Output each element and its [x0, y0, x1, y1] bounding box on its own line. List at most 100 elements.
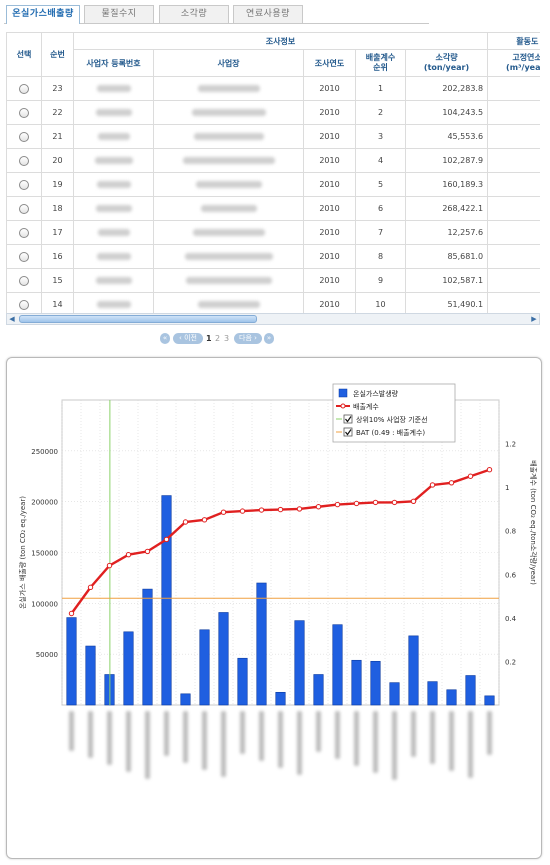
page-number-3[interactable]: 3 [224, 334, 230, 343]
bar-19 [408, 635, 419, 706]
table-row[interactable]: 14 2010 10 51,490.1 [6, 292, 540, 313]
row-radio[interactable] [19, 179, 29, 190]
emission-factor-point-11 [258, 507, 265, 513]
redacted-text [200, 205, 257, 212]
row-incineration: 102,287.9 [404, 148, 489, 173]
tab-fuel-usage[interactable]: 연료사용량 [233, 5, 303, 23]
next-page-button[interactable]: 다음 › [234, 333, 262, 344]
y-right-tick-label: 0.8 [505, 528, 516, 536]
emission-factor-point-5 [144, 548, 151, 555]
next-label: 다음 [239, 334, 252, 342]
bar-9 [218, 612, 229, 706]
row-select-cell[interactable] [6, 76, 42, 101]
page-number-1[interactable]: 1 [206, 334, 212, 343]
redacted-text [197, 301, 260, 308]
redacted-text [96, 253, 131, 260]
row-incineration: 12,257.6 [404, 220, 489, 245]
row-select-cell[interactable] [6, 292, 42, 313]
row-rank: 9 [355, 268, 406, 293]
row-fixed-combustion: 4 [487, 100, 540, 125]
row-rank: 8 [355, 244, 406, 269]
row-select-cell[interactable] [6, 172, 42, 197]
row-select-cell[interactable] [6, 148, 42, 173]
bar-4 [123, 631, 134, 706]
scroll-left-icon[interactable]: ◀ [9, 315, 15, 323]
scroll-right-icon[interactable]: ▶ [531, 315, 537, 323]
last-page-icon[interactable]: » [264, 333, 274, 344]
redacted-text [197, 85, 260, 92]
legend-checkbox[interactable] [343, 414, 353, 424]
redacted-text [191, 109, 266, 116]
bar-21 [446, 689, 457, 706]
category-label-redacted [297, 711, 302, 775]
category-label-redacted [221, 711, 226, 777]
horizontal-scrollbar[interactable]: ◀ ▶ [6, 313, 540, 325]
row-radio[interactable] [19, 155, 29, 166]
row-biz-reg-no [73, 172, 154, 197]
category-label-redacted [164, 711, 169, 756]
col-seq: 순번 [41, 32, 74, 77]
row-rank: 4 [355, 148, 406, 173]
row-select-cell[interactable] [6, 124, 42, 149]
emission-factor-point-9 [220, 509, 227, 515]
tab-emissions[interactable]: 온실가스배출량 [6, 5, 80, 24]
row-seq: 22 [41, 100, 74, 125]
emission-factor-point-10 [239, 508, 246, 514]
category-label-redacted [240, 711, 245, 754]
y-right-tick-label: 0.4 [505, 615, 517, 623]
row-incineration: 268,422.1 [404, 196, 489, 221]
row-fixed-combustion: 2,5 [487, 172, 540, 197]
row-fixed-combustion [487, 292, 540, 313]
first-page-icon[interactable]: « [160, 333, 170, 344]
legend-label-3[interactable]: 상위10% 사업장 기준선 [356, 415, 428, 424]
tab-material-balance[interactable]: 물질수지 [84, 5, 154, 23]
emission-factor-point-21 [448, 480, 455, 486]
row-select-cell[interactable] [6, 220, 42, 245]
row-radio[interactable] [19, 251, 29, 262]
emission-factor-point-20 [429, 482, 436, 488]
legend-checkbox[interactable] [343, 427, 353, 437]
y-right-axis-label: 배출계수 (ton CO₂ eq./ton소각량/year) [529, 460, 538, 585]
scrollbar-thumb[interactable] [19, 315, 257, 323]
row-biz-reg-no [73, 148, 154, 173]
row-biz-reg-no [73, 100, 154, 125]
row-biz-reg-no [73, 244, 154, 269]
row-incineration: 102,587.1 [404, 268, 489, 293]
row-radio[interactable] [19, 83, 29, 94]
y-left-tick-label: 50000 [36, 651, 58, 659]
row-biz-reg-no [73, 292, 154, 313]
row-site [153, 220, 304, 245]
row-select-cell[interactable] [6, 244, 42, 269]
row-radio[interactable] [19, 299, 29, 310]
category-label-redacted [430, 711, 435, 764]
row-radio[interactable] [19, 131, 29, 142]
tab-incineration[interactable]: 소각량 [159, 5, 229, 23]
row-site [153, 196, 304, 221]
emission-factor-point-14 [315, 504, 322, 510]
page-number-2[interactable]: 2 [215, 334, 221, 343]
row-fixed-combustion: 2,4 [487, 76, 540, 101]
prev-page-button[interactable]: ‹ 이전 [173, 333, 203, 344]
row-radio[interactable] [19, 203, 29, 214]
row-site [153, 292, 304, 313]
row-radio[interactable] [19, 107, 29, 118]
row-radio[interactable] [19, 227, 29, 238]
row-select-cell[interactable] [6, 268, 42, 293]
redacted-text [182, 157, 275, 164]
row-radio[interactable] [19, 275, 29, 286]
legend-label-4[interactable]: BAT (0.49 : 배출계수) [356, 428, 425, 437]
redacted-text [184, 253, 273, 260]
row-select-cell[interactable] [6, 196, 42, 221]
redacted-text [96, 301, 131, 308]
row-incineration: 202,283.8 [404, 76, 489, 101]
row-select-cell[interactable] [6, 100, 42, 125]
